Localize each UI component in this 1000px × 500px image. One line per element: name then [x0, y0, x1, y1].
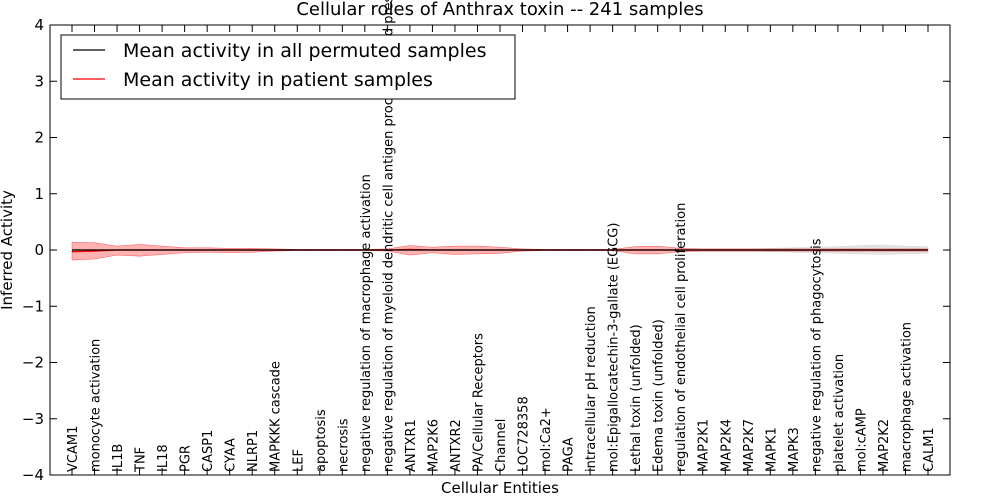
- x-tick-label: MAPK3: [787, 427, 802, 472]
- x-tick-label: MAP2K7: [742, 419, 757, 472]
- x-tick-label: negative regulation of phagocytosis: [809, 238, 824, 472]
- x-tick-label: intracellular pH reduction: [584, 306, 599, 472]
- x-tick-label: CYAA: [224, 438, 239, 472]
- series-2-band: [71, 241, 929, 261]
- x-tick-label: necrosis: [336, 418, 351, 472]
- legend: Mean activity in all permuted samples Mea…: [60, 34, 516, 100]
- x-tick-label: PAGA: [562, 437, 577, 472]
- x-tick-label: ANTXR1: [404, 419, 419, 472]
- x-tick-label: platelet activation: [832, 354, 847, 472]
- x-tick-label: IL1B: [111, 444, 126, 472]
- x-tick-label: Channel: [494, 419, 509, 472]
- x-tick-label: CASP1: [201, 430, 216, 472]
- x-tick-label: monocyte activation: [89, 339, 104, 472]
- x-tick-label: apoptosis: [314, 409, 329, 472]
- y-axis: −4 −3 −2 −1 0 1 2 3 4: [22, 16, 950, 484]
- x-tick-label: mol:Ca2+: [539, 407, 554, 472]
- x-tick-label: Lethal toxin (unfolded): [629, 324, 644, 472]
- chart-title: Cellular roles of Anthrax toxin -- 241 s…: [296, 0, 703, 20]
- x-tick-label: LOC728358: [517, 396, 532, 472]
- confidence-bands: [71, 241, 929, 261]
- x-tick-label: VCAM1: [66, 426, 81, 472]
- x-tick-label: ANTXR2: [449, 419, 464, 472]
- y-tick-label: −4: [22, 466, 44, 484]
- x-tick-label: MAP2K4: [719, 419, 734, 472]
- x-tick-label: TNF: [134, 447, 149, 473]
- x-tick-label: negative regulation of myeloid dendritic…: [381, 0, 396, 472]
- x-tick-label: PA/Cellular Receptors: [472, 333, 487, 472]
- legend-box: [60, 34, 516, 100]
- y-tick-label: 3: [34, 72, 44, 90]
- x-tick-label: MAPK1: [764, 427, 779, 472]
- x-tick-label: mol:cAMP: [854, 408, 869, 472]
- x-tick-label: mol:Epigallocatechin-3-gallate (EGCG): [607, 223, 622, 472]
- legend-label: Mean activity in all permuted samples: [123, 40, 486, 62]
- x-tick-label: Edema toxin (unfolded): [652, 319, 667, 472]
- x-axis-title: Cellular Entities: [441, 479, 559, 497]
- x-tick-label: CALM1: [922, 427, 937, 472]
- x-tick-label: regulation of endothelial cell prolifera…: [674, 203, 689, 472]
- y-tick-label: −1: [22, 297, 44, 315]
- x-tick-label: MAP2K1: [697, 419, 712, 472]
- y-tick-label: 1: [34, 185, 44, 203]
- x-tick-label: negative regulation of macrophage activa…: [359, 174, 374, 472]
- y-tick-label: 2: [34, 129, 44, 147]
- x-tick-label: MAPKKK cascade: [269, 361, 284, 472]
- x-axis: VCAM1 monocyte activation IL1B TNF IL18 PGR CA…: [66, 0, 937, 475]
- y-tick-label: 4: [34, 16, 44, 34]
- legend-label: Mean activity in patient samples: [123, 69, 433, 91]
- x-tick-label: LEF: [291, 449, 306, 472]
- series-lines: [71, 248, 928, 253]
- y-tick-label: −3: [22, 410, 44, 428]
- x-tick-label: macrophage activation: [900, 322, 915, 472]
- y-tick-label: 0: [34, 241, 44, 259]
- y-tick-label: −2: [22, 354, 44, 372]
- x-tick-label: IL18: [156, 444, 171, 472]
- x-tick-label: NLRP1: [246, 430, 261, 472]
- x-tick-label: MAP2K2: [877, 419, 892, 472]
- y-axis-title: Inferred Activity: [0, 190, 16, 310]
- x-tick-label: MAP2K6: [426, 419, 441, 472]
- x-tick-label: PGR: [179, 445, 194, 472]
